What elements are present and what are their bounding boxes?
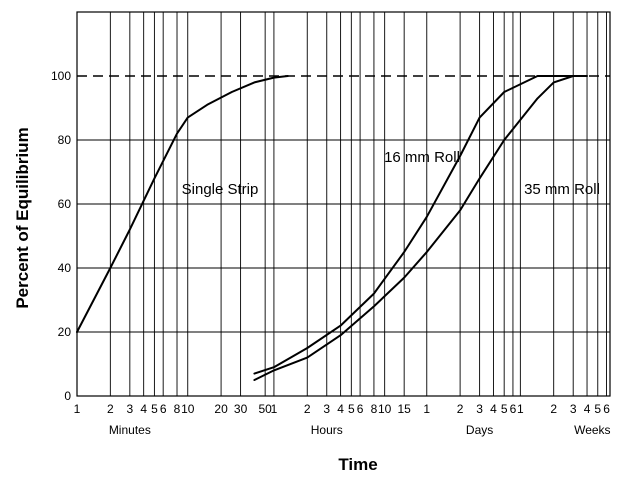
x-tick-label: 30 (234, 402, 248, 416)
x-unit-label: Minutes (109, 423, 151, 437)
y-axis-title: Percent of Equilibrium (13, 127, 32, 308)
x-tick-label: 1 (423, 402, 430, 416)
grid-layer (76, 12, 610, 396)
x-tick-label: 2 (107, 402, 114, 416)
x-tick-label: 6 (357, 402, 364, 416)
y-tick-label: 100 (51, 69, 71, 83)
x-tick-label: 3 (323, 402, 330, 416)
x-tick-label: 5 (151, 402, 158, 416)
series-label-35-mm-roll: 35 mm Roll (524, 181, 600, 198)
x-tick-label: 8 (174, 402, 181, 416)
x-tick-label: 1 (74, 402, 81, 416)
x-tick-label: 6 (160, 402, 167, 416)
series-line-16-mm-roll (253, 75, 575, 375)
x-unit-label: Hours (311, 423, 343, 437)
x-tick-label: 5 (348, 402, 355, 416)
y-tick-label: 60 (58, 197, 72, 211)
x-tick-label: 2 (304, 402, 311, 416)
x-tick-label: 6 (603, 402, 610, 416)
x-unit-label: Days (466, 423, 493, 437)
x-tick-label: 1 (271, 402, 278, 416)
x-tick-label: 5 (501, 402, 508, 416)
series-labels: Single Strip 16 mm Roll 35 mm Roll (182, 149, 600, 198)
y-tick-label: 40 (58, 261, 72, 275)
series-label-single-strip: Single Strip (182, 181, 259, 198)
x-tick-label: 4 (584, 402, 591, 416)
x-tick-label: 6 (510, 402, 517, 416)
x-tick-label: 20 (214, 402, 228, 416)
plot-frame (76, 11, 611, 397)
series-lines (76, 75, 588, 381)
x-tick-label: 5 (594, 402, 601, 416)
x-axis-title: Time (338, 455, 377, 474)
x-tick-label: 15 (397, 402, 411, 416)
x-tick-label: 3 (570, 402, 577, 416)
y-tick-label: 80 (58, 133, 72, 147)
x-tick-label: 2 (550, 402, 557, 416)
y-tick-label: 20 (58, 325, 72, 339)
series-line-single-strip (76, 75, 289, 333)
x-tick-label: 50 (258, 402, 272, 416)
x-tick-label: 2 (457, 402, 464, 416)
x-tick-label: 1 (517, 402, 524, 416)
x-unit-label: Weeks (574, 423, 610, 437)
x-tick-label: 4 (490, 402, 497, 416)
x-tick-label: 10 (378, 402, 392, 416)
series-line-35-mm-roll (253, 75, 588, 381)
x-tick-label: 4 (337, 402, 344, 416)
x-tick-label: 3 (126, 402, 133, 416)
y-tick-label: 0 (64, 389, 71, 403)
series-label-16-mm-roll: 16 mm Roll (384, 149, 460, 166)
x-tick-label: 8 (371, 402, 378, 416)
x-tick-label: 10 (181, 402, 195, 416)
x-tick-label: 3 (476, 402, 483, 416)
x-tick-label: 4 (140, 402, 147, 416)
